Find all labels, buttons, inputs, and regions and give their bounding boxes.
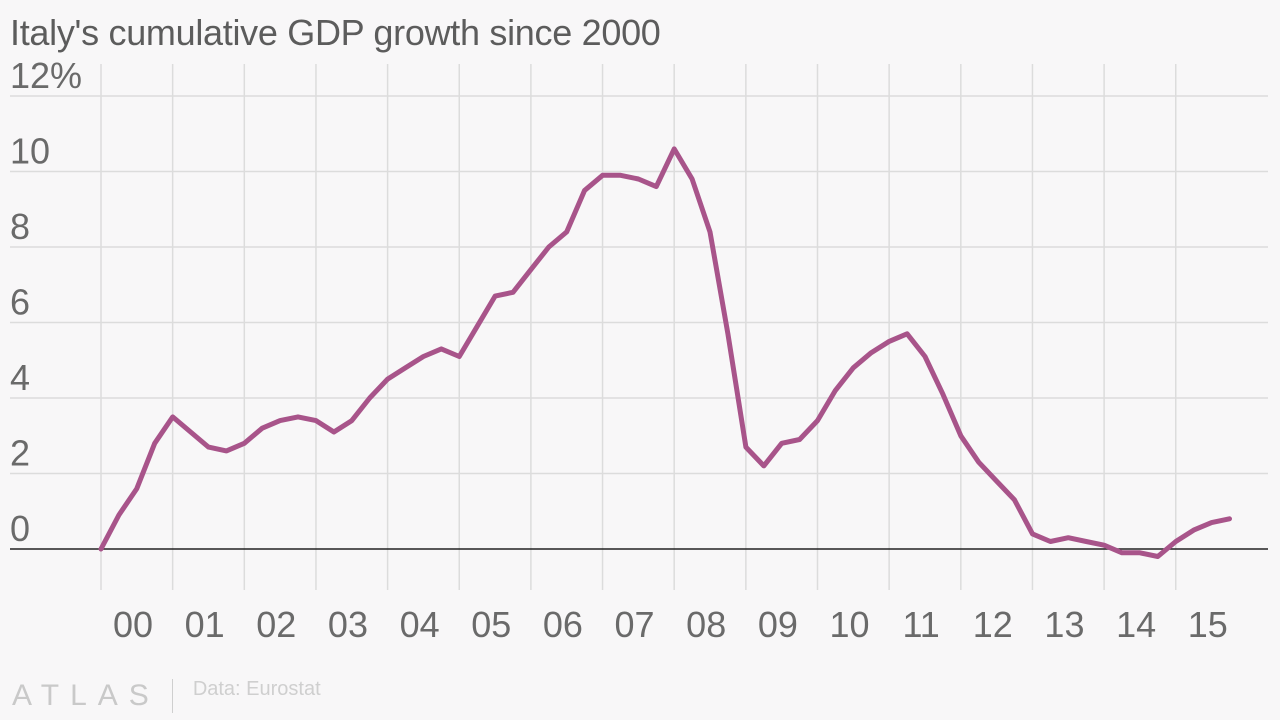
x-tick-label: 00 [103,604,153,645]
x-tick-label: 02 [246,604,296,645]
y-tick-label: 8 [10,206,30,247]
x-tick-label: 11 [892,604,939,645]
y-tick-label: 10 [10,131,50,172]
gdp-growth-line [98,146,1232,559]
x-tick-label: 06 [533,604,583,645]
y-tick-label: 2 [10,433,30,474]
y-tick-label: 6 [10,282,30,323]
footer-divider [171,679,173,713]
x-tick-label: 13 [1034,604,1084,645]
x-tick-label: 08 [676,604,726,645]
x-tick-label: 14 [1106,604,1156,645]
footer: ATLAS Data: Eurostat [12,676,321,716]
x-tick-label: 01 [175,604,225,645]
x-tick-label: 07 [605,604,655,645]
y-tick-label: 0 [10,508,30,549]
chart-title: Italy's cumulative GDP growth since 2000 [10,12,661,53]
y-tick-label: 4 [10,357,30,398]
x-tick-label: 05 [461,604,511,645]
source-note: Data: Eurostat [192,677,321,700]
x-tick-label: 09 [748,604,798,645]
x-tick-label: 04 [390,604,440,645]
x-tick-label: 03 [318,604,368,645]
atlas-logo: ATLAS [12,679,160,712]
y-tick-label: 12% [10,55,82,96]
x-tick-label: 12 [963,604,1013,645]
x-tick-label: 10 [819,604,869,645]
x-tick-label: 15 [1178,604,1228,645]
